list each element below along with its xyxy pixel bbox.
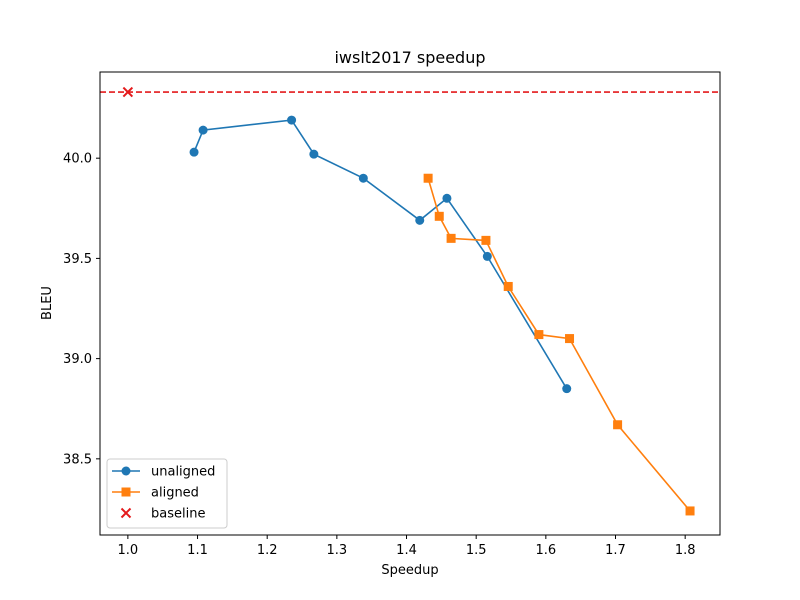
data-point-aligned [613, 420, 623, 430]
legend-box [106, 458, 228, 529]
legend-label: unaligned [151, 465, 215, 480]
x-axis: 1.0 1.1 1.2 1.3 1.4 1.5 1.6 1.7 1.8 [118, 535, 696, 558]
data-point-unaligned [309, 149, 319, 159]
x-tick-label: 1.1 [187, 543, 208, 558]
data-point-aligned [481, 235, 491, 245]
x-tick-label: 1.0 [118, 543, 139, 558]
data-point-unaligned [442, 193, 452, 203]
baseline-point-stroke-b [122, 86, 134, 98]
data-point-unaligned [358, 173, 368, 183]
plot-frame [99, 71, 721, 536]
data-point-aligned [434, 211, 444, 221]
x-axis-label: Speedup [381, 563, 438, 578]
data-point-aligned [565, 334, 575, 344]
legend: unaligned aligned baseline [106, 458, 228, 529]
x-tick-label: 1.5 [466, 543, 487, 558]
data-point-aligned [446, 233, 456, 243]
data-point-aligned [503, 281, 513, 291]
legend-marker-aligned [121, 487, 131, 497]
data-point-unaligned [198, 125, 208, 135]
data-point-unaligned [562, 384, 572, 394]
x-tick-label: 1.6 [535, 543, 556, 558]
data-point-aligned [423, 173, 433, 183]
data-point-unaligned [287, 115, 297, 125]
chart-title: iwslt2017 speedup [334, 48, 485, 67]
legend-label: baseline [151, 507, 205, 522]
x-tick-label: 1.4 [396, 543, 417, 558]
legend-marker-baseline [120, 507, 132, 519]
y-tick-label: 39.0 [63, 352, 92, 367]
x-tick-label: 1.3 [327, 543, 348, 558]
legend-marker-baseline-stroke-b [120, 507, 132, 519]
plot-area [100, 86, 720, 516]
data-point-unaligned [482, 251, 492, 261]
legend-label: aligned [151, 486, 199, 501]
baseline-point [122, 86, 134, 98]
y-axis: 38.5 39.0 39.5 40.0 [63, 152, 100, 467]
y-tick-label: 38.5 [63, 452, 92, 467]
y-axis-label: BLEU [40, 286, 55, 320]
x-tick-label: 1.2 [257, 543, 278, 558]
y-tick-label: 39.5 [63, 252, 92, 267]
x-tick-label: 1.8 [675, 543, 696, 558]
legend-marker-unaligned [121, 466, 131, 476]
data-point-aligned [534, 330, 544, 340]
y-tick-label: 40.0 [63, 152, 92, 167]
x-tick-label: 1.7 [605, 543, 626, 558]
data-point-aligned [685, 506, 695, 516]
data-point-unaligned [415, 215, 425, 225]
data-point-unaligned [189, 147, 199, 157]
